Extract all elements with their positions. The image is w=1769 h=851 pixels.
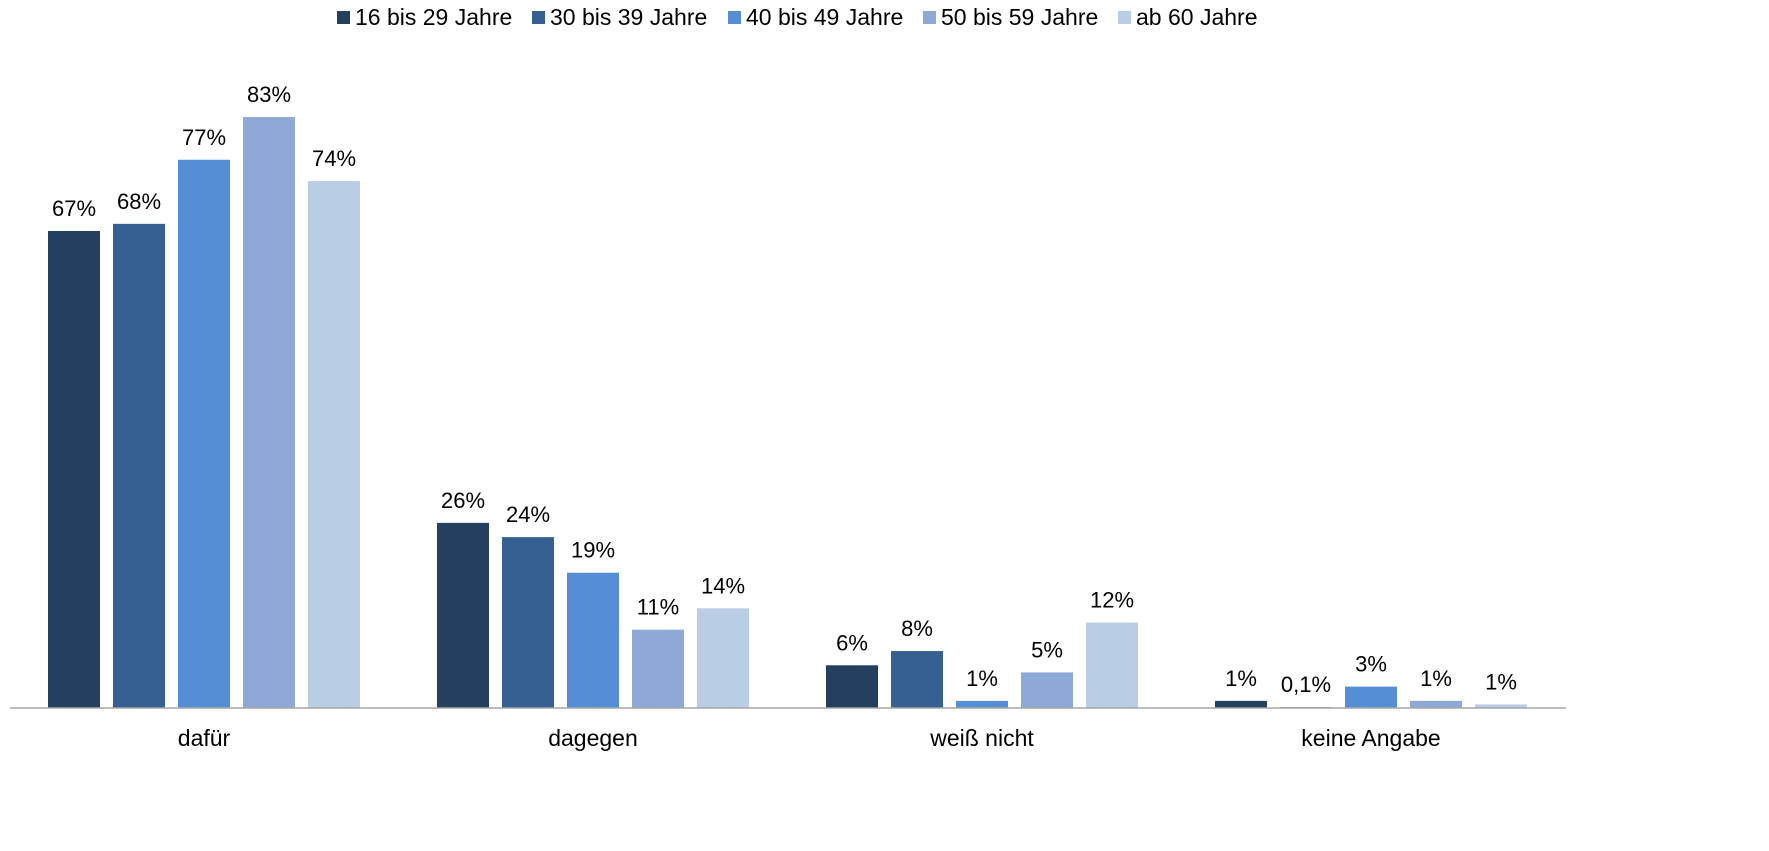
bar-keine-angabe-ab-60-jahre [1475, 704, 1527, 708]
bar-keine-angabe-50-bis-59-jahre [1410, 700, 1462, 708]
legend-label-40-bis-49-jahre: 40 bis 49 Jahre [746, 4, 903, 30]
legend-swatch-50-bis-59-jahre [923, 11, 936, 24]
bar-dafuer-16-bis-29-jahre [48, 230, 100, 708]
bar-dagegen-30-bis-39-jahre [502, 537, 554, 708]
value-label-weiss-nicht-ab-60-jahre: 12% [1090, 588, 1134, 613]
value-label-dagegen-16-bis-29-jahre: 26% [441, 488, 485, 513]
bar-dafuer-ab-60-jahre [308, 181, 360, 708]
value-label-dagegen-30-bis-39-jahre: 24% [506, 502, 550, 527]
value-label-keine-angabe-30-bis-39-jahre: 0,1% [1281, 672, 1331, 697]
value-label-weiss-nicht-16-bis-29-jahre: 6% [836, 630, 868, 655]
value-label-dafuer-ab-60-jahre: 74% [312, 146, 356, 171]
value-label-dagegen-40-bis-49-jahre: 19% [571, 538, 615, 563]
value-label-dafuer-16-bis-29-jahre: 67% [52, 196, 96, 221]
legend-label-16-bis-29-jahre: 16 bis 29 Jahre [355, 4, 512, 30]
value-label-keine-angabe-40-bis-49-jahre: 3% [1355, 652, 1387, 677]
category-label-dagegen: dagegen [548, 725, 638, 751]
bar-dagegen-16-bis-29-jahre [437, 522, 489, 708]
bar-weiss-nicht-ab-60-jahre [1086, 622, 1138, 708]
legend-swatch-30-bis-39-jahre [532, 11, 545, 24]
legend: 16 bis 29 Jahre 30 bis 39 Jahre 40 bis 49 … [337, 4, 1257, 30]
legend-label-30-bis-39-jahre: 30 bis 39 Jahre [550, 4, 707, 30]
bars [48, 117, 1527, 709]
category-labels: dafür dagegen weiß nicht keine Angabe [178, 725, 1441, 751]
bar-weiss-nicht-30-bis-39-jahre [891, 651, 943, 708]
category-label-dafuer: dafür [178, 725, 231, 751]
legend-swatch-40-bis-49-jahre [728, 11, 741, 24]
value-label-weiss-nicht-40-bis-49-jahre: 1% [966, 666, 998, 691]
value-label-weiss-nicht-30-bis-39-jahre: 8% [901, 616, 933, 641]
value-label-dafuer-30-bis-39-jahre: 68% [117, 189, 161, 214]
value-label-dafuer-50-bis-59-jahre: 83% [247, 82, 291, 107]
bar-dagegen-50-bis-59-jahre [632, 629, 684, 708]
legend-swatch-16-bis-29-jahre [337, 11, 350, 24]
bar-keine-angabe-16-bis-29-jahre [1215, 700, 1267, 708]
bar-dafuer-30-bis-39-jahre [113, 223, 165, 708]
bar-dafuer-50-bis-59-jahre [243, 117, 295, 709]
bar-keine-angabe-40-bis-49-jahre [1345, 686, 1397, 708]
legend-label-ab-60-jahre: ab 60 Jahre [1136, 4, 1257, 30]
value-label-weiss-nicht-50-bis-59-jahre: 5% [1031, 637, 1063, 662]
value-label-keine-angabe-50-bis-59-jahre: 1% [1420, 666, 1452, 691]
value-label-dagegen-50-bis-59-jahre: 11% [637, 595, 679, 620]
value-label-keine-angabe-ab-60-jahre: 1% [1485, 669, 1517, 694]
legend-label-50-bis-59-jahre: 50 bis 59 Jahre [941, 4, 1098, 30]
bar-dagegen-40-bis-49-jahre [567, 572, 619, 708]
bar-weiss-nicht-16-bis-29-jahre [826, 665, 878, 708]
value-label-dagegen-ab-60-jahre: 14% [701, 573, 745, 598]
legend-swatch-ab-60-jahre [1118, 11, 1131, 24]
value-label-keine-angabe-16-bis-29-jahre: 1% [1225, 666, 1257, 691]
category-label-keine-angabe: keine Angabe [1301, 725, 1440, 751]
bar-dafuer-40-bis-49-jahre [178, 159, 230, 708]
value-labels: 67% 68% 77% 83% 74% 26% 24% 19% 11% 14% 6% 8% 1% 5% 12… [52, 82, 1517, 697]
bar-dagegen-ab-60-jahre [697, 608, 749, 708]
category-label-weiss-nicht: weiß nicht [929, 725, 1034, 751]
value-label-dafuer-40-bis-49-jahre: 77% [182, 125, 226, 150]
bar-weiss-nicht-50-bis-59-jahre [1021, 672, 1073, 708]
bar-weiss-nicht-40-bis-49-jahre [956, 700, 1008, 708]
